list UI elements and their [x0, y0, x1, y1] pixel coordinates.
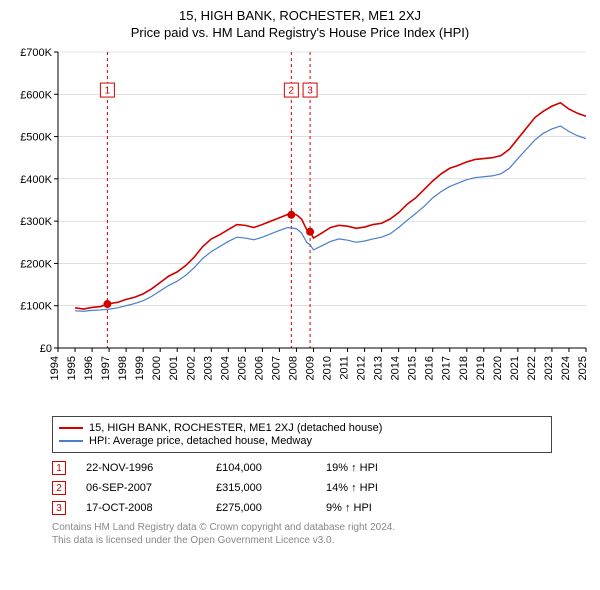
svg-text:2002: 2002 [185, 356, 197, 380]
chart-container: 15, HIGH BANK, ROCHESTER, ME1 2XJ Price … [0, 0, 600, 555]
svg-text:1996: 1996 [83, 356, 95, 380]
chart-area: £0 £100K £200K £300K £400K £500K £600K £700K 1 2 3… [10, 48, 590, 408]
event-hpi: 14% ↑ HPI [326, 482, 378, 494]
svg-text:2012: 2012 [356, 356, 368, 380]
legend-swatch-property [59, 427, 83, 429]
line-chart-svg: £0 £100K £200K £300K £400K £500K £600K £700K 1 2 3… [10, 48, 590, 408]
event-marker-icon: 1 [52, 461, 66, 475]
event-date: 22-NOV-1996 [86, 462, 216, 474]
svg-text:2014: 2014 [390, 356, 402, 380]
svg-text:2006: 2006 [253, 356, 265, 380]
event-price: £315,000 [216, 482, 326, 494]
legend-label-hpi: HPI: Average price, detached house, Medw… [89, 435, 312, 447]
svg-text:2001: 2001 [168, 356, 180, 380]
svg-text:2017: 2017 [441, 356, 453, 380]
svg-text:2000: 2000 [151, 356, 163, 380]
footer-line: Contains HM Land Registry data © Crown c… [52, 521, 590, 534]
svg-text:1997: 1997 [100, 356, 112, 380]
svg-text:2011: 2011 [339, 356, 351, 380]
svg-text:£200K: £200K [20, 258, 52, 270]
legend-item-hpi: HPI: Average price, detached house, Medw… [59, 435, 545, 447]
event-date: 17-OCT-2008 [86, 502, 216, 514]
event-price: £275,000 [216, 502, 326, 514]
svg-text:2020: 2020 [492, 356, 504, 380]
svg-text:2022: 2022 [526, 356, 538, 380]
event-marker-icon: 2 [52, 481, 66, 495]
legend-item-property: 15, HIGH BANK, ROCHESTER, ME1 2XJ (detac… [59, 422, 545, 434]
svg-text:2015: 2015 [407, 356, 419, 380]
event-hpi: 9% ↑ HPI [326, 502, 372, 514]
events-table: 1 22-NOV-1996 £104,000 19% ↑ HPI 2 06-SE… [52, 461, 590, 515]
svg-text:1995: 1995 [66, 356, 78, 380]
svg-text:2019: 2019 [475, 356, 487, 380]
svg-text:2013: 2013 [373, 356, 385, 380]
svg-text:£400K: £400K [20, 174, 52, 186]
svg-text:1999: 1999 [134, 356, 146, 380]
event-row: 1 22-NOV-1996 £104,000 19% ↑ HPI [52, 461, 590, 475]
event-hpi: 19% ↑ HPI [326, 462, 378, 474]
svg-text:2021: 2021 [509, 356, 521, 380]
svg-text:£600K: £600K [20, 89, 52, 101]
chart-title: 15, HIGH BANK, ROCHESTER, ME1 2XJ [10, 8, 590, 23]
svg-text:2025: 2025 [577, 356, 589, 380]
svg-text:2023: 2023 [543, 356, 555, 380]
event-row: 2 06-SEP-2007 £315,000 14% ↑ HPI [52, 481, 590, 495]
svg-text:2003: 2003 [202, 356, 214, 380]
svg-text:£300K: £300K [20, 216, 52, 228]
svg-text:2018: 2018 [458, 356, 470, 380]
svg-text:£0: £0 [40, 343, 52, 355]
svg-text:2016: 2016 [424, 356, 436, 380]
event-marker-icon: 3 [52, 501, 66, 515]
footer-attribution: Contains HM Land Registry data © Crown c… [52, 521, 590, 547]
footer-line: This data is licensed under the Open Gov… [52, 534, 590, 547]
svg-text:2: 2 [289, 86, 295, 97]
event-date: 06-SEP-2007 [86, 482, 216, 494]
svg-text:2010: 2010 [322, 356, 334, 380]
svg-text:1: 1 [105, 86, 111, 97]
svg-text:1994: 1994 [49, 356, 61, 380]
legend-box: 15, HIGH BANK, ROCHESTER, ME1 2XJ (detac… [52, 416, 552, 453]
svg-text:1998: 1998 [117, 356, 129, 380]
svg-text:£700K: £700K [20, 48, 52, 59]
legend-swatch-hpi [59, 440, 83, 442]
svg-text:£100K: £100K [20, 301, 52, 313]
svg-text:3: 3 [307, 86, 313, 97]
svg-text:2004: 2004 [219, 356, 231, 380]
event-row: 3 17-OCT-2008 £275,000 9% ↑ HPI [52, 501, 590, 515]
legend-label-property: 15, HIGH BANK, ROCHESTER, ME1 2XJ (detac… [89, 422, 382, 434]
svg-text:2008: 2008 [287, 356, 299, 380]
svg-text:£500K: £500K [20, 132, 52, 144]
svg-text:2009: 2009 [304, 356, 316, 380]
title-block: 15, HIGH BANK, ROCHESTER, ME1 2XJ Price … [10, 8, 590, 40]
chart-subtitle: Price paid vs. HM Land Registry's House … [10, 25, 590, 40]
event-price: £104,000 [216, 462, 326, 474]
svg-text:2024: 2024 [560, 356, 572, 380]
svg-text:2005: 2005 [236, 356, 248, 380]
svg-text:2007: 2007 [270, 356, 282, 380]
